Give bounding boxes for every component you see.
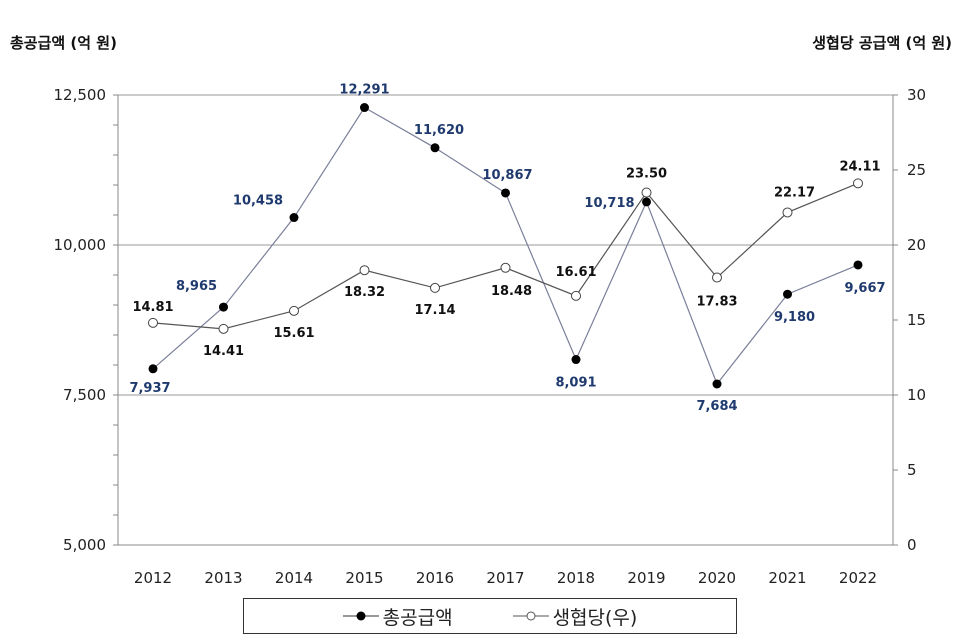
data-point — [500, 262, 511, 273]
x-tick-label: 2019 — [627, 569, 665, 587]
data-label: 15.61 — [273, 326, 314, 341]
data-label: 10,458 — [233, 194, 283, 209]
data-label: 9,180 — [774, 310, 815, 325]
data-label: 18.48 — [491, 284, 532, 299]
data-point — [430, 282, 440, 293]
x-tick-label: 2012 — [134, 569, 172, 587]
data-label: 8,091 — [555, 376, 596, 391]
data-point — [430, 143, 440, 153]
data-label: 7,937 — [129, 381, 170, 396]
x-tick-label: 2022 — [839, 569, 877, 587]
x-tick-label: 2017 — [486, 569, 524, 587]
data-point — [642, 197, 651, 207]
data-point — [641, 187, 652, 198]
data-point — [783, 289, 792, 299]
x-tick-label: 2016 — [416, 569, 454, 587]
data-label: 23.50 — [626, 167, 667, 182]
data-label: 14.81 — [132, 300, 173, 315]
data-point — [148, 317, 158, 328]
data-label: 14.41 — [203, 344, 244, 359]
right-tick-label: 0 — [907, 536, 917, 554]
data-label: 22.17 — [774, 185, 815, 200]
left-tick-label: 10,000 — [54, 236, 107, 254]
data-point — [359, 265, 370, 276]
x-tick-label: 2015 — [345, 569, 383, 587]
right-axis-title: 생협당 공급액 (억 원) — [812, 34, 952, 52]
x-tick-label: 2021 — [768, 569, 806, 587]
data-point — [218, 323, 229, 334]
right-tick-label: 25 — [907, 161, 926, 179]
data-point — [782, 207, 793, 218]
legend-item-total: 총공급액 — [342, 603, 453, 630]
filled-circle-marker-icon — [342, 611, 379, 621]
data-point — [571, 290, 581, 301]
data-label: 10,718 — [584, 196, 634, 211]
left-axis-title: 총공급액 (억 원) — [10, 34, 117, 52]
right-tick-label: 5 — [907, 461, 917, 479]
data-point — [853, 178, 863, 189]
data-label: 12,291 — [339, 83, 389, 98]
right-tick-label: 30 — [907, 86, 926, 104]
legend: 총공급액 생협당(우) — [243, 598, 737, 634]
legend-label-total: 총공급액 — [382, 606, 453, 629]
data-label: 16.61 — [555, 265, 596, 280]
data-label: 17.14 — [414, 303, 455, 318]
data-point — [571, 355, 581, 365]
left-tick-label: 5,000 — [63, 536, 106, 554]
data-point — [853, 260, 863, 270]
data-label: 10,867 — [482, 168, 532, 183]
data-label: 11,620 — [414, 123, 464, 138]
x-tick-label: 2018 — [557, 569, 595, 587]
data-label: 9,667 — [844, 281, 885, 296]
right-tick-label: 15 — [907, 311, 926, 329]
legend-label-per-coop: 생협당(우) — [552, 606, 638, 629]
data-point — [712, 379, 722, 389]
x-tick-label: 2020 — [698, 569, 736, 587]
left-tick-label: 12,500 — [54, 86, 107, 104]
data-point — [712, 272, 722, 283]
data-point — [148, 364, 158, 374]
x-tick-label: 2013 — [204, 569, 242, 587]
left-tick-label: 7,500 — [63, 386, 106, 404]
data-label: 17.83 — [696, 295, 737, 310]
data-label: 7,684 — [696, 399, 737, 414]
data-label: 24.11 — [839, 159, 880, 174]
data-point — [219, 302, 228, 312]
x-tick-label: 2014 — [275, 569, 313, 587]
data-point — [289, 305, 299, 316]
data-label: 8,965 — [176, 279, 217, 294]
data-label: 18.32 — [344, 285, 385, 300]
data-point — [289, 213, 299, 223]
legend-item-per-coop: 생협당(우) — [512, 603, 638, 630]
open-circle-marker-icon — [512, 611, 549, 621]
right-tick-label: 10 — [907, 386, 926, 404]
data-point — [501, 188, 510, 198]
data-point — [360, 103, 369, 113]
right-tick-label: 20 — [907, 236, 926, 254]
